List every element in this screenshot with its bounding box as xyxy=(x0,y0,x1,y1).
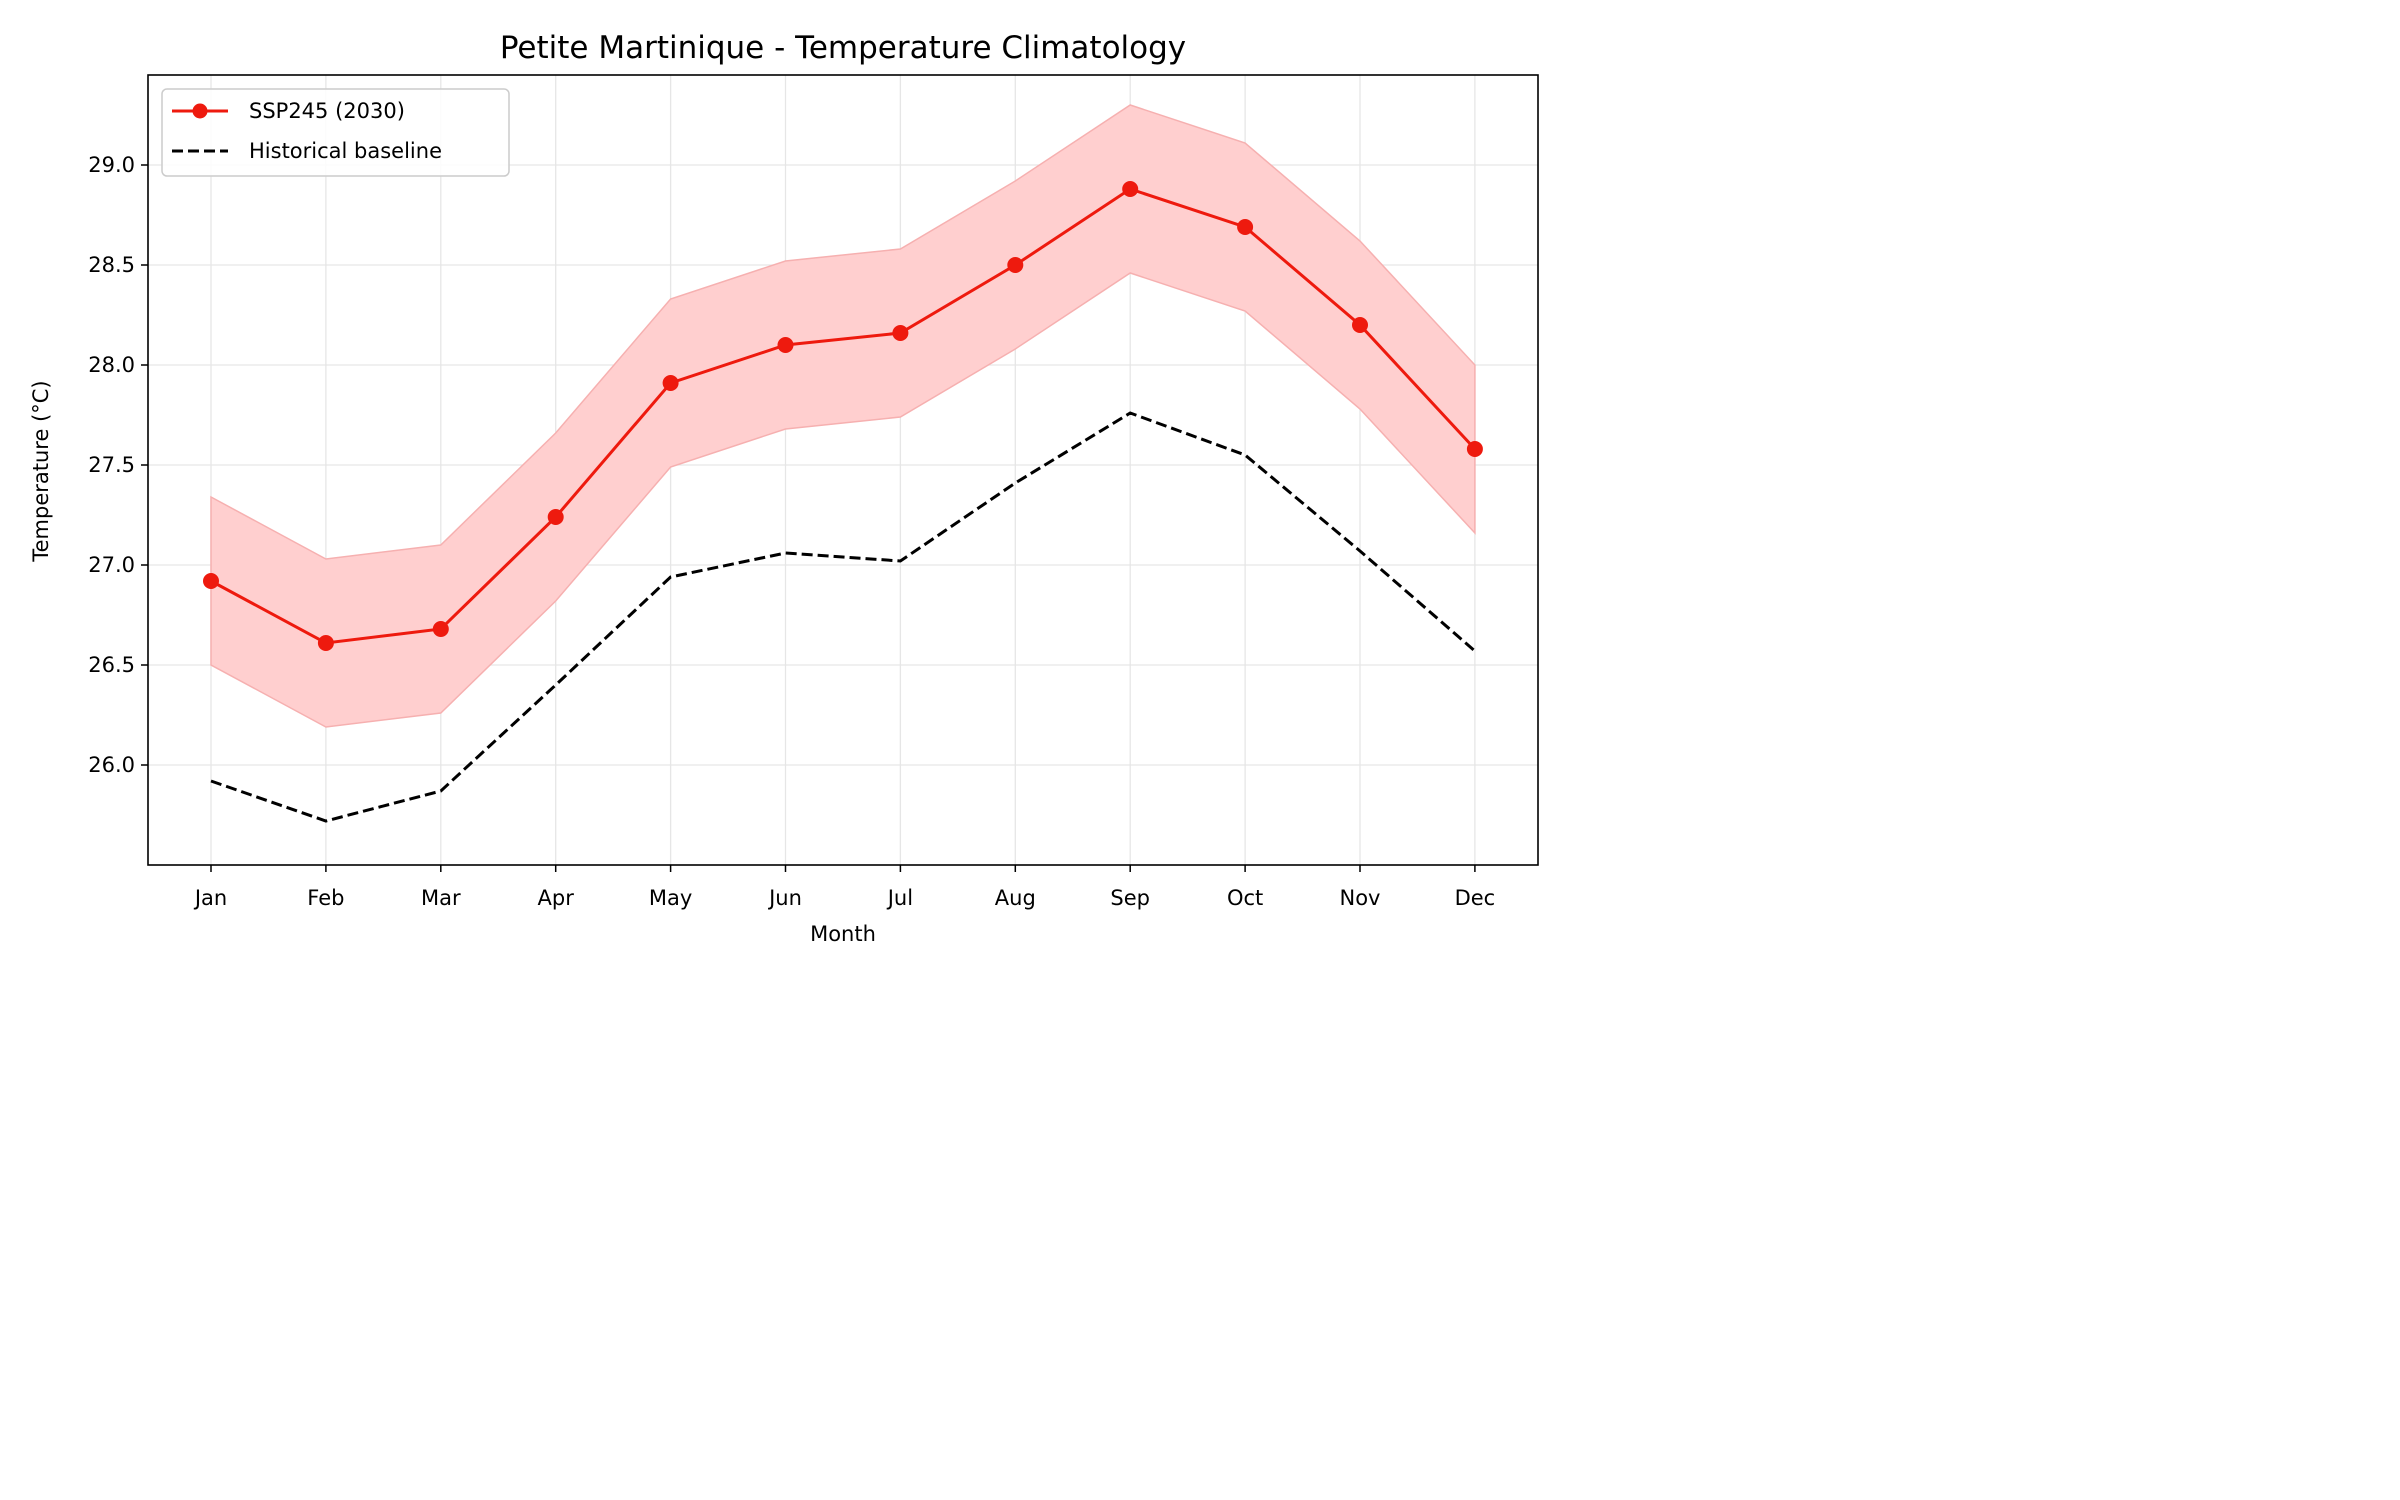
ssp245-point xyxy=(203,573,219,589)
x-axis: Jan Feb Mar Apr May Jun Jul Aug Sep Oct Nov Dec xyxy=(193,865,1495,910)
y-axis: 26.0 26.5 27.0 27.5 28.0 28.5 29.0 xyxy=(88,153,148,777)
x-axis-label: Month xyxy=(810,922,876,946)
ssp245-point xyxy=(777,337,794,353)
plot-frame xyxy=(147,74,1539,866)
x-tick-label: Oct xyxy=(1227,886,1263,910)
ssp245-point xyxy=(662,375,679,391)
ssp245-markers xyxy=(203,181,1483,651)
legend-ssp245-label: SSP245 (2030) xyxy=(249,99,405,123)
ssp245-point xyxy=(1237,219,1254,235)
y-tick-label: 26.5 xyxy=(88,653,135,677)
y-tick-label: 27.5 xyxy=(88,453,135,477)
legend: SSP245 (2030) Historical baseline xyxy=(161,88,510,177)
y-tick-label: 26.0 xyxy=(88,753,135,777)
x-tick-label: Jun xyxy=(767,886,802,910)
y-tick-label: 27.0 xyxy=(88,553,135,577)
temperature-chart: Petite Martinique - Temperature Climatol… xyxy=(29,30,1539,946)
chart-title: Petite Martinique - Temperature Climatol… xyxy=(500,30,1186,66)
y-tick-label: 28.5 xyxy=(88,253,135,277)
legend-box xyxy=(161,88,510,177)
ssp245-point xyxy=(547,509,564,525)
x-tick-label: Aug xyxy=(995,886,1036,910)
x-tick-label: Nov xyxy=(1340,886,1381,910)
legend-historical-label: Historical baseline xyxy=(249,139,442,163)
x-tick-label: Jul xyxy=(886,886,913,910)
y-tick-label: 28.0 xyxy=(88,353,135,377)
ssp245-uncertainty-band xyxy=(210,104,1476,728)
ssp245-point xyxy=(317,635,334,651)
x-tick-label: Dec xyxy=(1455,886,1496,910)
x-tick-label: Jan xyxy=(193,886,227,910)
ssp245-line xyxy=(210,187,1477,645)
ssp245-point xyxy=(892,325,909,341)
historical-baseline-line xyxy=(210,411,1476,823)
x-tick-label: May xyxy=(649,886,692,910)
ssp245-point xyxy=(1352,317,1368,333)
ssp245-point xyxy=(1007,257,1024,273)
ssp245-point xyxy=(1122,181,1139,197)
x-tick-label: Mar xyxy=(421,886,461,910)
legend-ssp245-marker xyxy=(192,103,208,119)
y-axis-label: Temperature (°C) xyxy=(29,380,53,562)
y-tick-label: 29.0 xyxy=(88,153,135,177)
x-tick-label: Feb xyxy=(307,886,344,910)
ssp245-point xyxy=(1466,441,1483,457)
grid xyxy=(148,75,1538,865)
x-tick-label: Sep xyxy=(1110,886,1150,910)
x-tick-label: Apr xyxy=(538,886,575,910)
ssp245-point xyxy=(432,621,449,637)
